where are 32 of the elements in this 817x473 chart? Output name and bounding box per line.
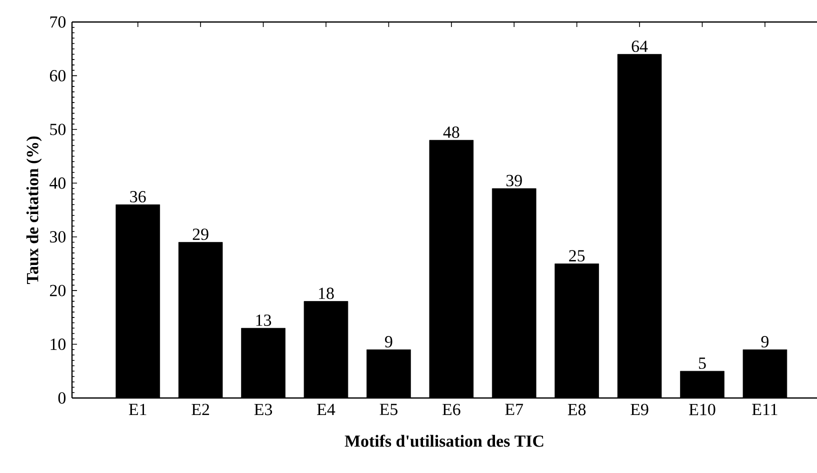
- data-label: 36: [130, 191, 146, 202]
- x-tick-label: E11: [752, 404, 778, 416]
- data-label: 29: [192, 228, 208, 240]
- x-tick-label: E4: [317, 404, 336, 415]
- data-label: 5: [699, 358, 706, 369]
- x-tick-label: E5: [380, 404, 398, 416]
- x-tick-label: E1: [128, 404, 146, 416]
- data-label: 9: [385, 336, 392, 348]
- y-tick-label: 50: [50, 124, 66, 136]
- data-label: 39: [506, 174, 522, 186]
- x-tick-label: E2: [192, 404, 210, 416]
- data-label: 18: [319, 288, 334, 300]
- y-tick-label: 60: [50, 70, 66, 82]
- y-tick-label: 30: [50, 231, 66, 243]
- data-label: 13: [256, 314, 272, 326]
- x-tick-label: E3: [254, 404, 272, 416]
- data-label: 25: [569, 250, 585, 262]
- y-axis-title: Taux de citation (%): [26, 136, 42, 284]
- data-label: 64: [632, 40, 648, 52]
- y-tick-label: 20: [50, 284, 66, 296]
- x-axis-title: Motifs d'utilisation des TIC: [344, 434, 544, 447]
- y-tick-label: 0: [58, 392, 66, 404]
- x-tick-label: E8: [568, 404, 586, 416]
- y-tick-label: 70: [50, 16, 66, 28]
- data-label: 9: [761, 336, 769, 348]
- x-tick-label: E9: [630, 404, 648, 416]
- y-tick-label: 40: [50, 177, 66, 189]
- x-tick-label: E7: [505, 404, 524, 415]
- x-tick-label: E10: [689, 404, 716, 416]
- x-tick-label: E6: [442, 404, 460, 416]
- y-tick-label: 10: [50, 338, 66, 350]
- data-label: 48: [443, 126, 460, 138]
